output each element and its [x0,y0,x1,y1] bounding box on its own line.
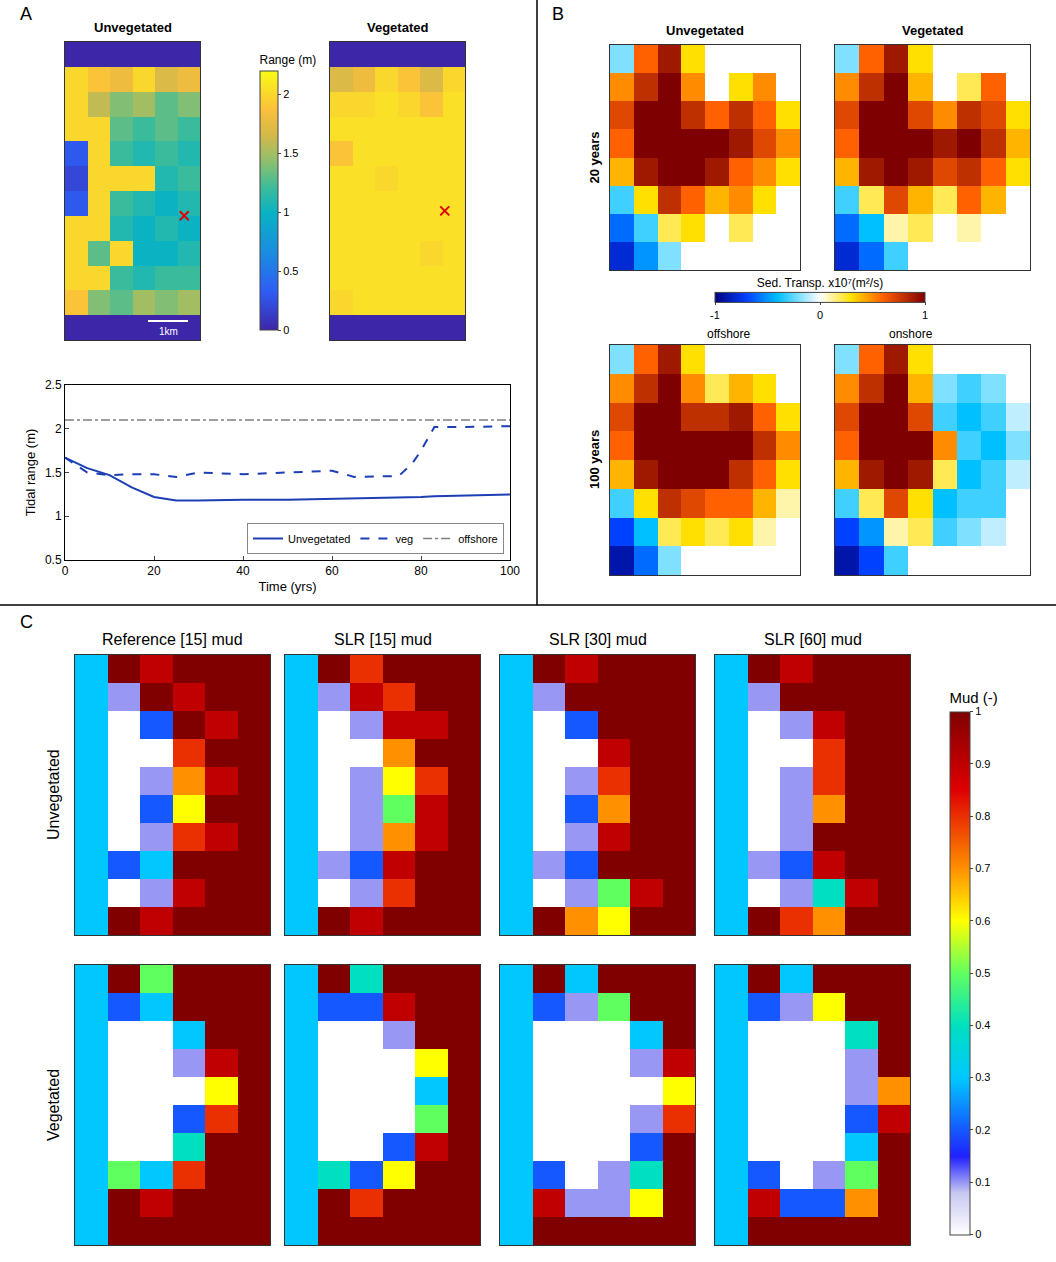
svg-text:SLR [60] mud: SLR [60] mud [764,631,862,648]
svg-text:0.6: 0.6 [975,915,990,927]
svg-text:SLR [30] mud: SLR [30] mud [549,631,647,648]
svg-text:Sed. Transp. x10⁷(m²/s): Sed. Transp. x10⁷(m²/s) [757,276,883,290]
svg-text:2.5: 2.5 [45,378,62,392]
svg-text:0.8: 0.8 [975,810,990,822]
svg-text:40: 40 [236,564,250,578]
svg-text:Time (yrs): Time (yrs) [258,579,316,594]
svg-text:1.5: 1.5 [283,147,298,159]
svg-text:0.7: 0.7 [975,862,990,874]
svg-text:1.5: 1.5 [45,466,62,480]
svg-text:Vegetated: Vegetated [367,20,428,35]
svg-text:0.5: 0.5 [975,967,990,979]
svg-text:1: 1 [55,509,62,523]
svg-text:0.4: 0.4 [975,1019,990,1031]
svg-text:Mud (-): Mud (-) [950,689,998,706]
svg-text:80: 80 [414,564,428,578]
svg-text:2: 2 [283,88,289,100]
svg-text:C: C [20,612,33,632]
svg-text:0: 0 [62,564,69,578]
svg-text:1: 1 [922,309,928,321]
svg-text:veg: veg [395,533,413,545]
svg-text:0.3: 0.3 [975,1071,990,1083]
svg-text:2: 2 [55,422,62,436]
svg-text:offshore: offshore [458,533,498,545]
svg-text:0.5: 0.5 [283,265,298,277]
svg-text:0: 0 [817,309,823,321]
svg-text:Vegetated: Vegetated [902,23,963,38]
svg-text:0.2: 0.2 [975,1124,990,1136]
svg-text:offshore: offshore [707,327,750,341]
svg-text:Reference [15] mud: Reference [15] mud [102,631,243,648]
svg-text:0.9: 0.9 [975,758,990,770]
svg-text:20: 20 [147,564,161,578]
svg-text:Unvegetated: Unvegetated [94,20,172,35]
svg-text:1: 1 [283,206,289,218]
svg-text:Unvegetated: Unvegetated [666,23,744,38]
svg-text:1: 1 [975,705,981,717]
svg-text:0: 0 [283,324,289,336]
svg-text:100: 100 [500,564,520,578]
svg-text:Unvegetated: Unvegetated [288,533,350,545]
svg-text:SLR [15] mud: SLR [15] mud [334,631,432,648]
svg-text:Range (m): Range (m) [260,53,317,67]
svg-text:60: 60 [325,564,339,578]
svg-text:A: A [20,4,32,24]
svg-text:100 years: 100 years [587,430,602,489]
svg-text:20 years: 20 years [587,131,602,183]
svg-text:0: 0 [975,1228,981,1240]
svg-text:Unvegetated: Unvegetated [45,749,62,840]
svg-text:Vegetated: Vegetated [45,1069,62,1141]
svg-text:1km: 1km [159,326,178,337]
svg-text:0.5: 0.5 [45,553,62,567]
svg-text:0.1: 0.1 [975,1176,990,1188]
svg-text:B: B [552,4,564,24]
svg-text:-1: -1 [710,309,720,321]
svg-text:Tidal range (m): Tidal range (m) [23,429,38,517]
svg-text:onshore: onshore [889,327,933,341]
